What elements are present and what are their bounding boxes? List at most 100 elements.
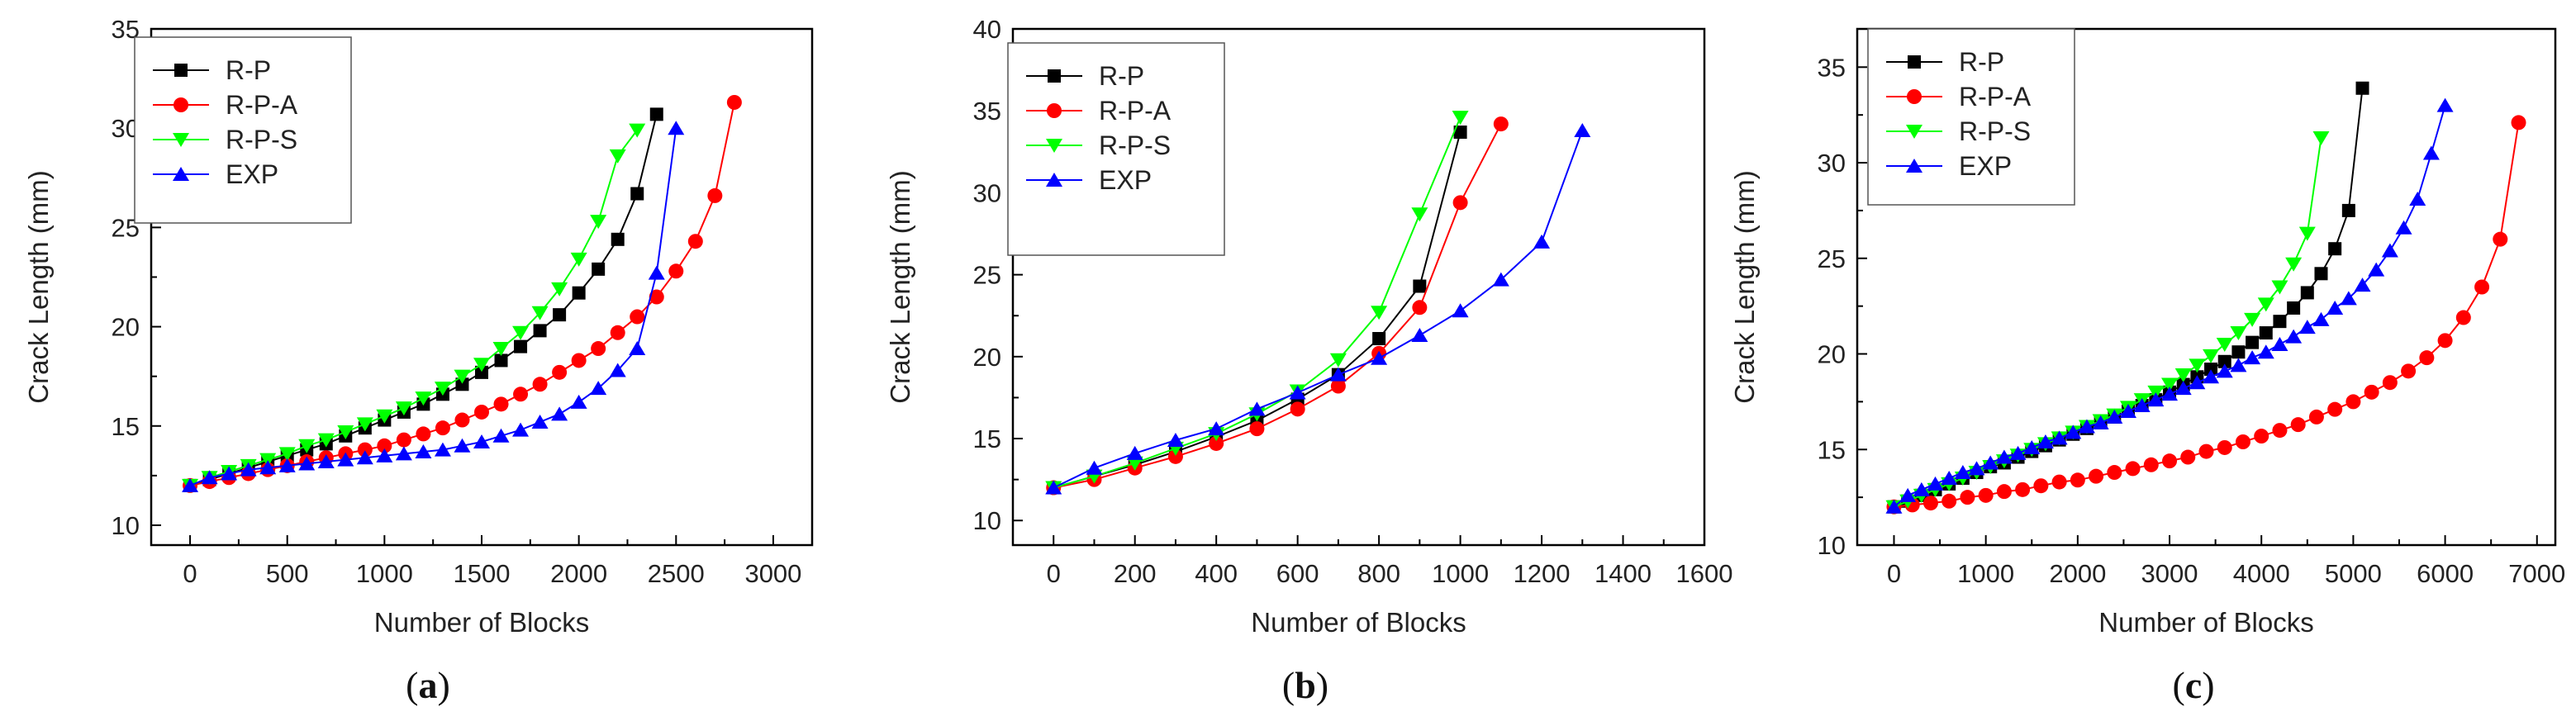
data-point-a-r-p-a-14 — [454, 412, 470, 428]
data-point-c-exp-0 — [1885, 499, 1903, 514]
legend-marker-b-exp — [1046, 173, 1062, 187]
data-point-c-r-p-a-28 — [2401, 363, 2417, 379]
data-point-c-r-p-a-18 — [2217, 439, 2232, 455]
data-point-a-r-p-s-5 — [278, 447, 296, 462]
panel-caption-c: (c) — [2172, 664, 2214, 706]
y-tick-label-b-2: 20 — [973, 343, 1001, 372]
data-point-a-r-p-a-28 — [726, 94, 742, 110]
data-point-c-exp-4 — [1941, 470, 1958, 485]
data-point-c-r-p-34 — [2355, 81, 2369, 95]
data-point-c-exp-35 — [2368, 262, 2385, 277]
data-point-c-r-p-23 — [2204, 363, 2218, 377]
data-point-a-exp-16 — [492, 428, 510, 443]
y-tick-label-b-5: 35 — [973, 97, 1001, 126]
data-point-a-exp-14 — [454, 438, 471, 453]
data-point-c-r-p-s-20 — [2161, 377, 2179, 392]
data-point-c-exp-33 — [2340, 291, 2357, 306]
x-tick-label-a-2: 1000 — [356, 559, 413, 588]
chart-panel-c: 0 1000 2000 3000 4000 5000 6000 7000 10 15 20 25 30 3… — [1729, 27, 2565, 706]
legend-marker-c-r-p — [1908, 55, 1921, 69]
data-point-a-exp-2 — [221, 466, 238, 481]
data-point-c-r-p-s-31 — [2312, 130, 2330, 145]
data-point-a-exp-23 — [629, 341, 646, 356]
data-point-c-exp-15 — [2092, 415, 2109, 429]
x-tick-label-b-5: 1000 — [1432, 559, 1489, 588]
data-point-c-r-p-25 — [2231, 345, 2246, 359]
data-point-a-exp-22 — [609, 363, 626, 377]
data-point-c-r-p-s-21 — [2174, 368, 2192, 382]
x-tick-label-c-5: 5000 — [2325, 559, 2382, 588]
data-point-c-exp-32 — [2326, 300, 2344, 315]
x-tick-label-b-8: 1600 — [1676, 559, 1733, 588]
data-point-c-r-p-s-24 — [2216, 337, 2233, 352]
x-axis-label-a: Number of Blocks — [374, 607, 589, 638]
data-point-c-exp-13 — [2065, 425, 2082, 439]
data-point-c-r-p-30 — [2300, 286, 2314, 300]
data-point-c-r-p-s-30 — [2298, 226, 2316, 241]
data-point-a-r-p-s-17 — [512, 325, 530, 340]
y-tick-label-c-0: 10 — [1818, 531, 1846, 560]
data-point-a-r-p-s-14 — [454, 369, 471, 384]
data-point-a-exp-18 — [531, 414, 549, 429]
y-tick-label-b-4: 30 — [973, 178, 1001, 207]
data-point-c-exp-5 — [1954, 465, 1971, 480]
y-tick-label-b-3: 25 — [973, 261, 1001, 290]
data-point-a-r-p-s-13 — [434, 382, 451, 396]
data-point-c-exp-11 — [2037, 434, 2054, 448]
data-point-a-r-p-s-9 — [356, 417, 373, 432]
data-point-c-exp-10 — [2023, 439, 2041, 454]
data-point-b-exp-1 — [1086, 460, 1103, 475]
data-point-a-r-p-s-12 — [415, 391, 432, 406]
data-point-c-r-p-a-27 — [2382, 375, 2398, 391]
data-point-c-r-p-a-30 — [2437, 333, 2453, 349]
data-point-a-r-p-s-4 — [259, 453, 277, 467]
legend-marker-b-r-p — [1048, 69, 1061, 83]
x-tick-label-b-1: 200 — [1114, 559, 1157, 588]
legend-label-a-r-p: R-P — [226, 55, 271, 85]
legend-c: R-P R-P-A R-P-S EXP — [1867, 28, 2075, 206]
legend-box-a — [134, 36, 352, 224]
data-point-c-r-p-26 — [2246, 335, 2260, 349]
data-point-a-r-p-a-25 — [668, 263, 684, 279]
data-point-b-exp-12 — [1533, 234, 1551, 249]
data-point-b-r-p-s-2 — [1126, 456, 1143, 471]
x-tick-label-a-5: 2500 — [648, 559, 705, 588]
data-point-c-exp-7 — [1982, 455, 1999, 470]
data-point-c-r-p-a-11 — [2089, 468, 2104, 484]
y-tick-label-c-3: 25 — [1818, 244, 1846, 273]
legend-marker-b-r-p-a — [1047, 103, 1062, 118]
data-point-a-r-p-s-7 — [317, 433, 335, 448]
data-point-a-r-p-a-19 — [552, 364, 568, 380]
data-point-a-r-p-a-12 — [416, 426, 431, 442]
y-axis-label-b: Crack Length (mm) — [885, 170, 915, 403]
data-point-c-exp-14 — [2078, 419, 2095, 434]
data-point-c-exp-25 — [2230, 358, 2247, 372]
data-point-b-exp-8 — [1371, 350, 1388, 365]
data-point-c-exp-21 — [2174, 381, 2192, 396]
data-point-b-exp-0 — [1045, 480, 1062, 495]
legend-label-a-exp: EXP — [226, 159, 278, 189]
data-point-c-r-p-s-22 — [2189, 358, 2206, 373]
data-point-b-r-p-a-6 — [1290, 401, 1305, 417]
data-point-a-r-p-a-9 — [357, 442, 373, 458]
data-point-a-r-p-14 — [455, 377, 469, 391]
data-point-c-r-p-a-3 — [1942, 493, 1957, 509]
x-tick-label-c-2: 2000 — [2049, 559, 2106, 588]
plot-frame-c — [1856, 27, 2557, 547]
x-tick-label-c-3: 3000 — [2141, 559, 2198, 588]
legend-label-b-exp: EXP — [1099, 165, 1152, 195]
data-point-b-exp-9 — [1411, 328, 1428, 343]
legend-marker-a-r-p — [174, 64, 188, 77]
y-tick-label-c-5: 35 — [1818, 53, 1846, 82]
data-point-c-exp-3 — [1927, 476, 1944, 491]
data-point-c-r-p-a-8 — [2033, 478, 2049, 494]
data-point-a-r-p-s-11 — [395, 401, 412, 416]
x-tick-label-b-4: 800 — [1357, 559, 1400, 588]
y-axis-label-c: Crack Length (mm) — [1729, 170, 1760, 403]
data-point-c-r-p-a-6 — [1996, 484, 2012, 500]
data-point-c-exp-39 — [2422, 145, 2440, 160]
legend-marker-b-r-p-s — [1046, 139, 1062, 153]
y-tick-label-c-2: 20 — [1818, 340, 1846, 369]
data-point-b-exp-6 — [1289, 385, 1306, 400]
